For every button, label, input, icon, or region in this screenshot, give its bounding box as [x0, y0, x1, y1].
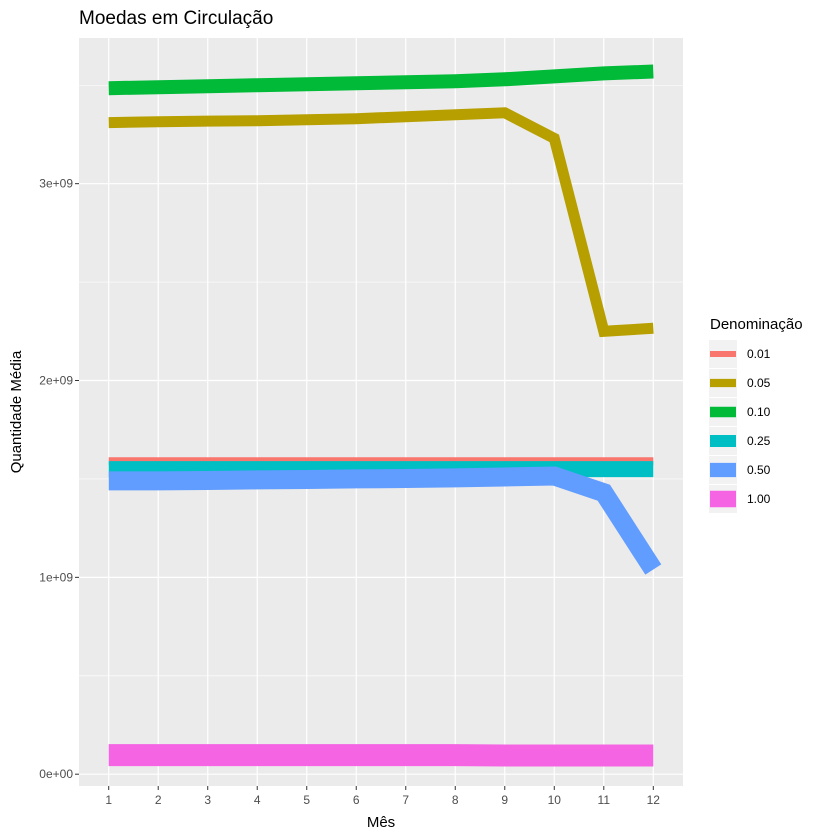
legend-label: 1.00	[747, 492, 771, 506]
x-axis-title: Mês	[367, 814, 395, 831]
legend-label: 0.05	[747, 376, 771, 390]
series-line-0.10	[108, 64, 654, 96]
x-tick-label: 9	[501, 793, 508, 807]
x-tick-label: 7	[402, 793, 409, 807]
y-tick-label: 3e+09	[39, 177, 73, 191]
x-axis-ticks: 1 2 3 4 5 6 7 8 9 10 11 12	[105, 786, 660, 807]
legend-title: Denominação	[710, 316, 803, 333]
y-axis-ticks: 0e+00 1e+09 2e+09 3e+09	[39, 177, 79, 781]
y-tick-label: 2e+09	[39, 374, 73, 388]
y-tick-label: 0e+00	[39, 767, 73, 781]
series-lines	[108, 64, 662, 767]
x-tick-label: 12	[647, 793, 661, 807]
y-axis-title: Quantidade Média	[8, 350, 25, 473]
x-tick-label: 8	[452, 793, 459, 807]
y-tick-label: 1e+09	[39, 570, 73, 584]
chart-title: Moedas em Circulação	[79, 8, 273, 29]
legend-label: 0.01	[747, 347, 771, 361]
x-tick-label: 5	[303, 793, 310, 807]
legend-label: 0.10	[747, 405, 771, 419]
x-tick-label: 4	[254, 793, 261, 807]
x-tick-label: 3	[204, 793, 211, 807]
legend-items: 0.01 0.05 0.10 0.25 0.50 1.00	[709, 340, 771, 513]
legend-label: 0.25	[747, 434, 771, 448]
series-line-0.50	[108, 466, 662, 575]
x-tick-label: 10	[548, 793, 562, 807]
plot-panel	[79, 38, 683, 786]
x-tick-label: 11	[598, 793, 611, 807]
x-tick-label: 6	[353, 793, 360, 807]
legend: Denominação 0.01 0.05 0.10 0.25 0.50 1.00	[709, 316, 803, 513]
x-tick-label: 1	[105, 793, 112, 807]
legend-label: 0.50	[747, 463, 771, 477]
x-tick-label: 2	[155, 793, 162, 807]
grid-lines	[79, 38, 683, 786]
series-line-0.05	[108, 107, 654, 338]
